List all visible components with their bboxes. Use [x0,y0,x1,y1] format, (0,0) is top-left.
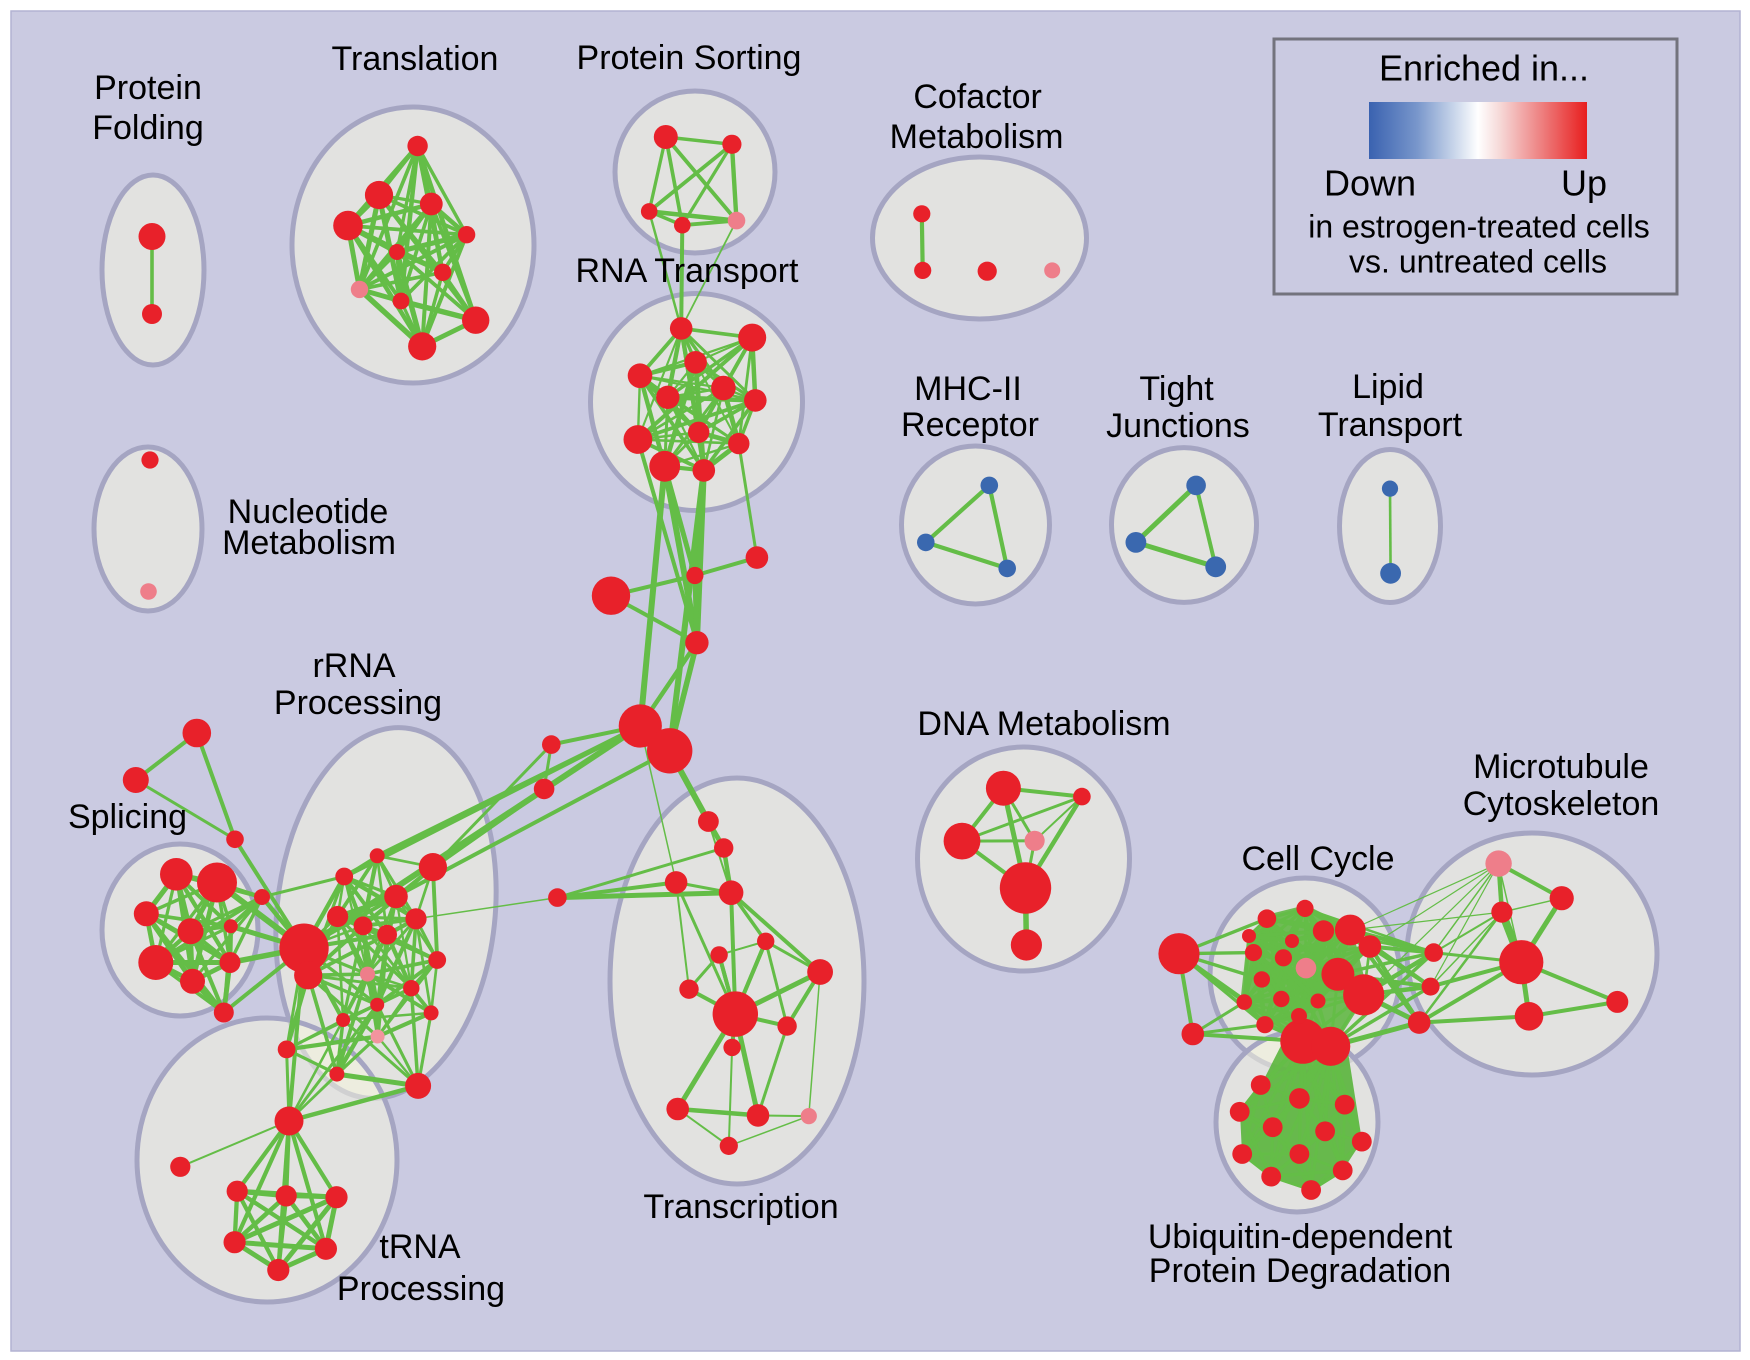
svg-text:DNA Metabolism: DNA Metabolism [917,705,1170,743]
svg-text:Transport: Transport [1318,406,1463,444]
svg-text:Up: Up [1561,163,1607,204]
svg-text:rRNA: rRNA [312,647,395,685]
svg-text:Cell Cycle: Cell Cycle [1241,840,1394,878]
svg-text:Protein: Protein [94,69,202,107]
svg-text:Splicing: Splicing [68,798,187,836]
svg-text:Cofactor: Cofactor [913,78,1042,116]
svg-text:Processing: Processing [274,684,442,722]
svg-text:in estrogen-treated cells: in estrogen-treated cells [1308,208,1650,244]
svg-text:Tight: Tight [1139,370,1214,408]
svg-text:Transcription: Transcription [643,1188,838,1226]
svg-text:Protein Sorting: Protein Sorting [577,39,802,77]
svg-text:Nucleotide: Nucleotide [228,493,389,531]
svg-text:Translation: Translation [332,40,499,78]
svg-text:Metabolism: Metabolism [890,118,1064,156]
svg-text:tRNA: tRNA [379,1228,461,1266]
svg-text:Down: Down [1324,163,1416,204]
svg-text:Enriched in...: Enriched in... [1379,48,1589,89]
svg-text:Folding: Folding [92,109,204,147]
svg-text:Cytoskeleton: Cytoskeleton [1463,785,1660,823]
svg-text:Protein Degradation: Protein Degradation [1149,1252,1451,1290]
svg-text:Processing: Processing [337,1270,505,1308]
svg-text:Microtubule: Microtubule [1473,748,1649,786]
svg-text:RNA Transport: RNA Transport [576,252,800,290]
svg-text:Receptor: Receptor [901,406,1039,444]
svg-text:MHC-II: MHC-II [914,370,1022,408]
svg-text:vs. untreated cells: vs. untreated cells [1349,243,1607,279]
svg-text:Ubiquitin-dependent: Ubiquitin-dependent [1148,1218,1453,1256]
svg-text:Junctions: Junctions [1106,407,1250,445]
svg-text:Lipid: Lipid [1352,368,1424,406]
svg-text:Metabolism: Metabolism [222,524,396,562]
